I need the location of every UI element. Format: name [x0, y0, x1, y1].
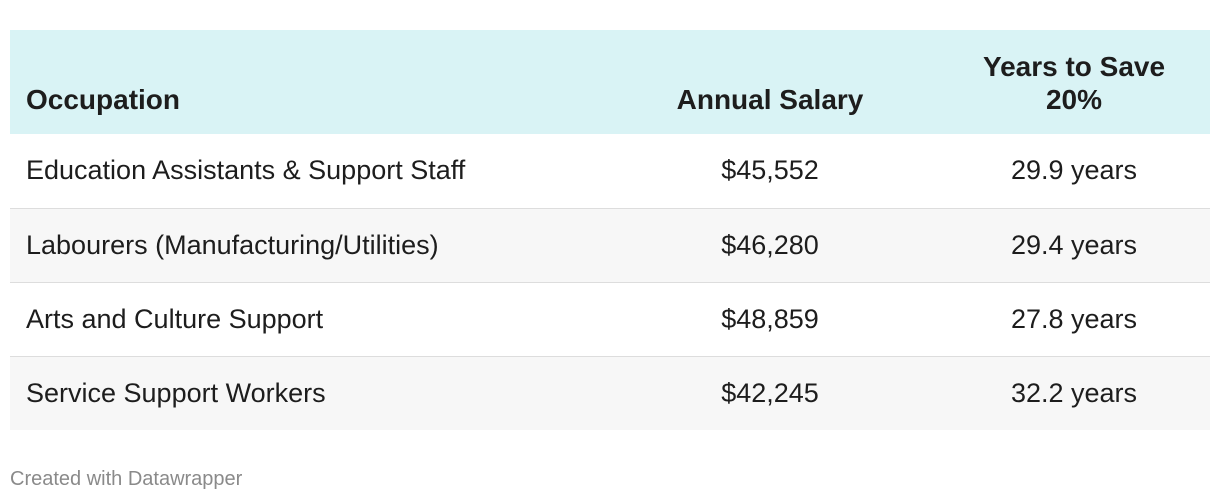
cell-years: 32.2 years — [950, 355, 1210, 430]
data-table-container: Occupation Annual Salary Years to Save 2… — [10, 30, 1210, 430]
cell-years: 27.8 years — [950, 281, 1210, 356]
cell-salary: $45,552 — [721, 155, 819, 186]
cell-occupation: Labourers (Manufacturing/Utilities) — [10, 207, 610, 282]
table-header: Occupation Annual Salary Years to Save 2… — [10, 30, 1210, 134]
cell-occupation: Arts and Culture Support — [10, 281, 610, 356]
header-years-line-2: 20% — [1045, 84, 1103, 115]
cell-occupation: Education Assistants & Support Staff — [26, 155, 466, 186]
header-years-line-1: Years to Save — [982, 51, 1166, 82]
cell-salary: $46,280 — [610, 207, 950, 282]
header-annual-salary[interactable]: Annual Salary — [676, 84, 864, 115]
cell-years: 29.9 years — [1010, 155, 1138, 186]
header-occupation[interactable]: Occupation — [26, 84, 181, 115]
header-years-to-save[interactable]: Years to Save 20% — [950, 30, 1210, 134]
header-row: Occupation Annual Salary Years to Save 2… — [10, 30, 1210, 134]
cell-salary: $48,859 — [610, 281, 950, 356]
table-row: Education Assistants & Support Staff $45… — [10, 134, 1210, 208]
cell-salary: $42,245 — [610, 355, 950, 430]
salary-table: Occupation Annual Salary Years to Save 2… — [10, 30, 1210, 430]
cell-years: 29.4 years — [950, 207, 1210, 282]
cell-occupation: Service Support Workers — [10, 355, 610, 430]
datawrapper-credit[interactable]: Created with Datawrapper — [10, 468, 243, 490]
table-row: Arts and Culture Support $48,859 27.8 ye… — [10, 281, 1210, 356]
table-body: Education Assistants & Support Staff $45… — [10, 134, 1210, 430]
table-row: Service Support Workers $42,245 32.2 yea… — [10, 355, 1210, 430]
table-row: Labourers (Manufacturing/Utilities) $46,… — [10, 207, 1210, 282]
